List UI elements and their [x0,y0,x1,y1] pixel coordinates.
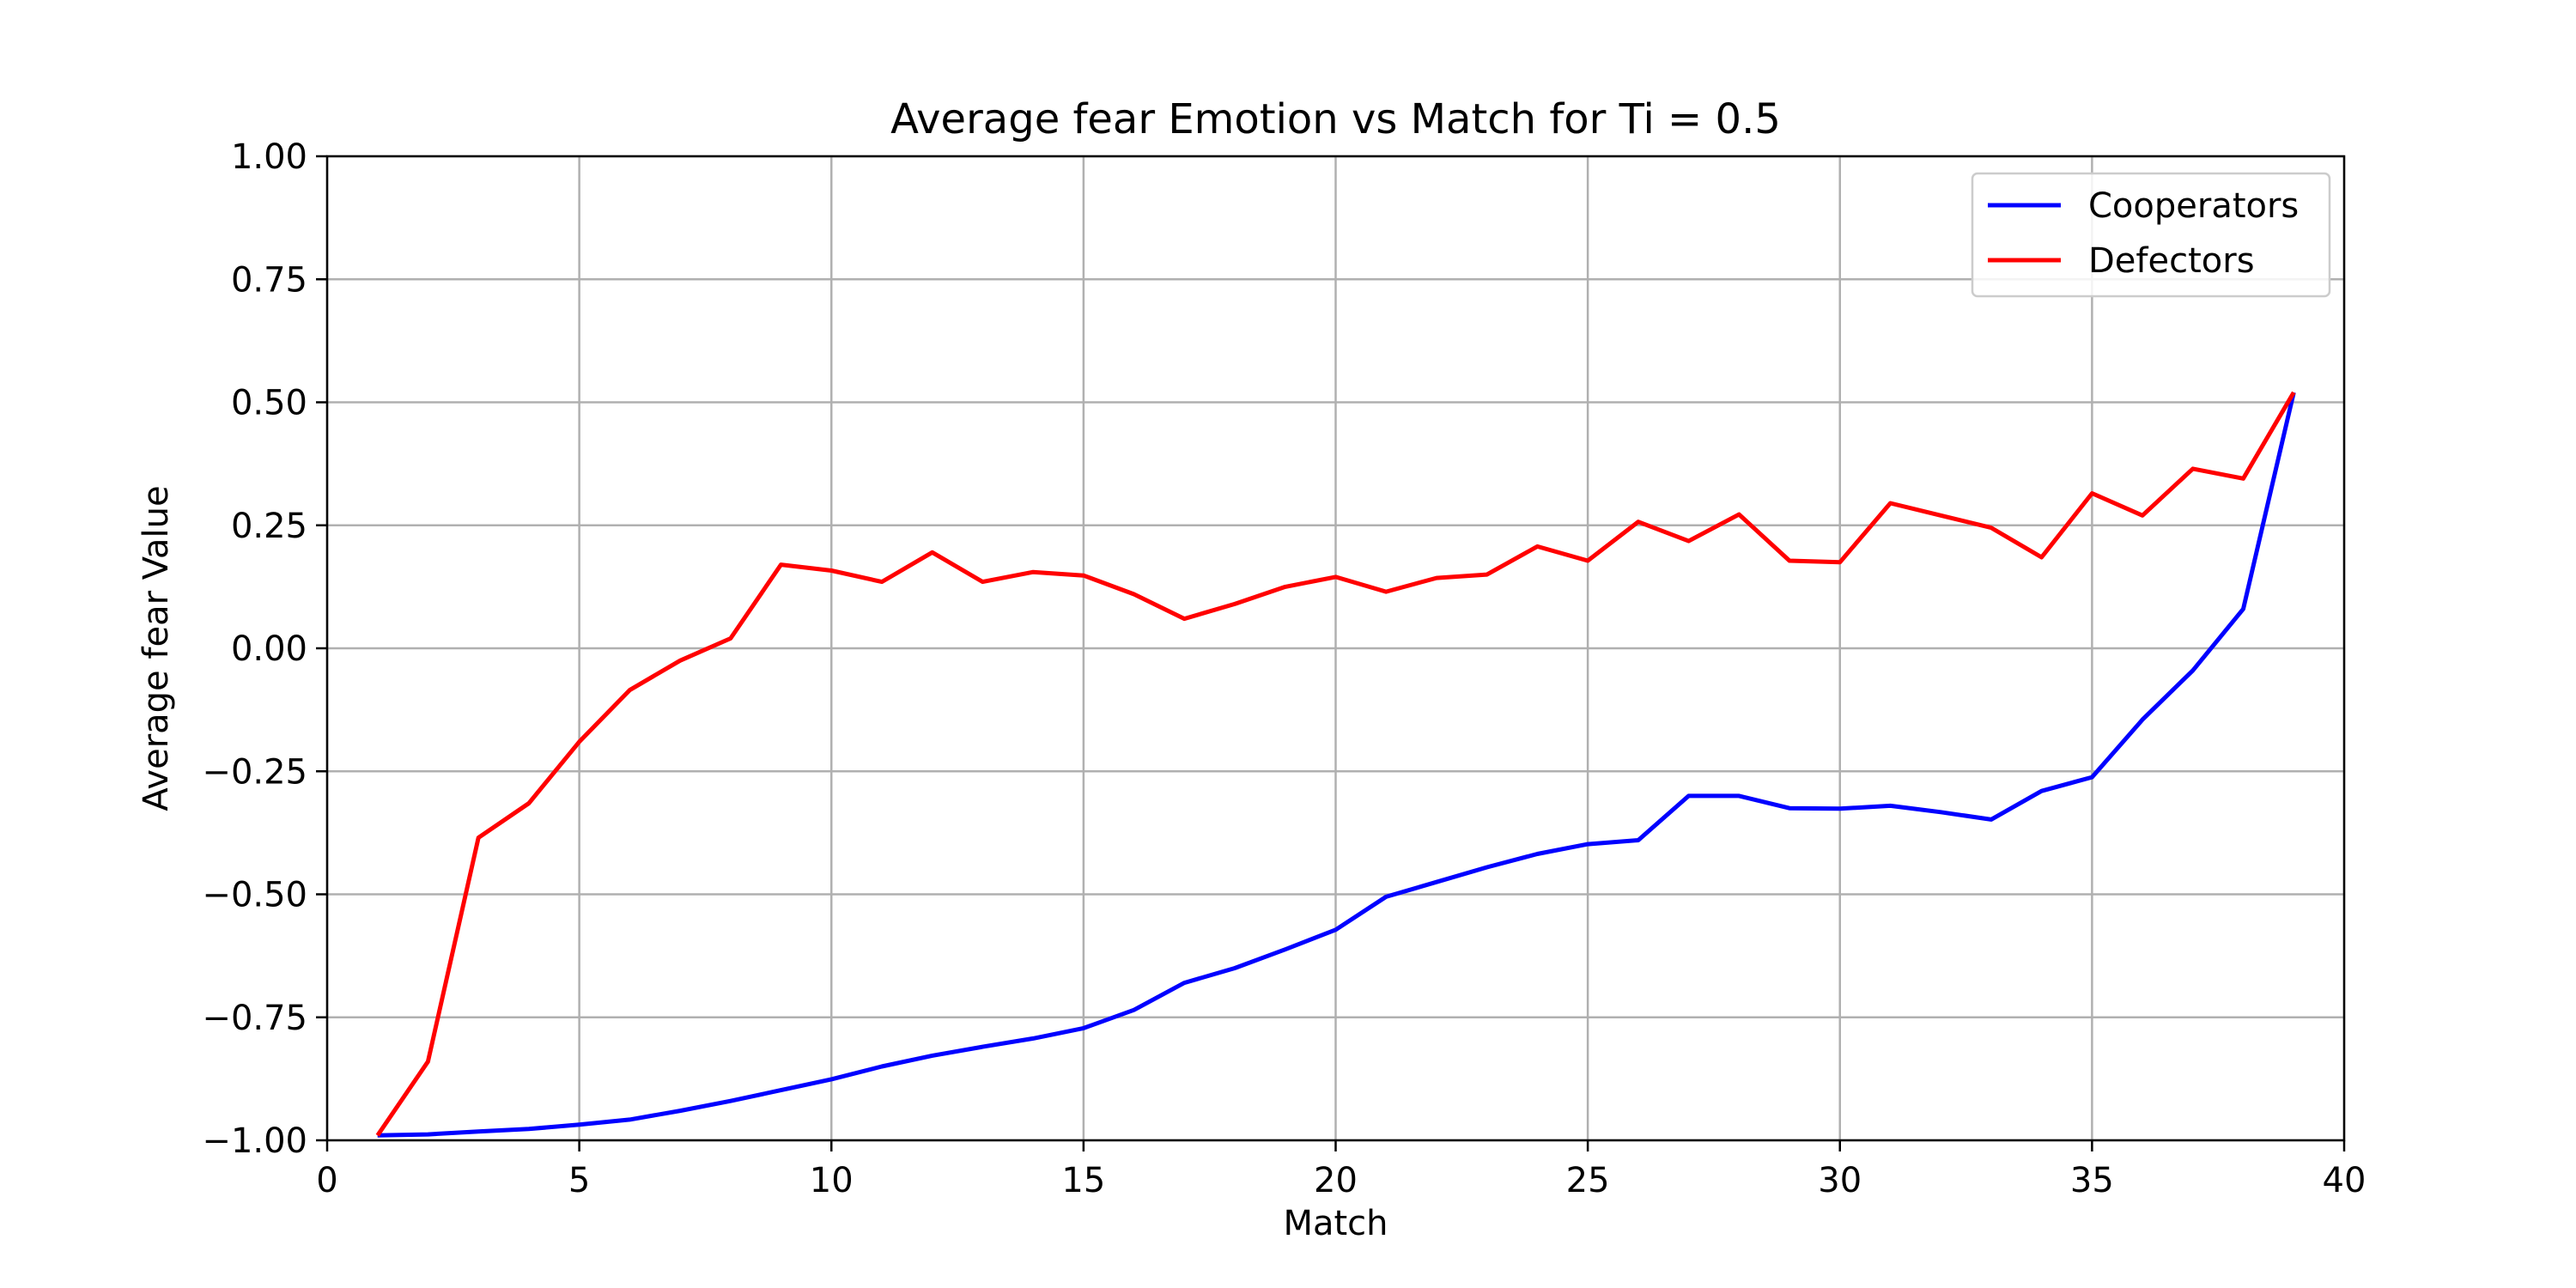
series-lines [375,391,2296,1138]
y-tick-label: 0.25 [231,507,307,546]
legend-box [1971,172,2331,298]
legend: Cooperators Defectors [1971,172,2331,298]
y-tick-label: 0.00 [231,629,307,669]
y-tick-label: −0.50 [202,876,307,915]
y-axis-title: Average fear Value [137,485,176,811]
y-tick-label: 0.75 [231,260,307,300]
x-tick-label: 35 [2070,1161,2114,1200]
y-tick-label: −0.75 [202,999,307,1038]
legend-label-defectors: Defectors [2088,241,2255,281]
x-tick-label: 25 [1566,1161,1610,1200]
x-tick-label: 5 [568,1161,590,1200]
x-tick-label: 20 [1314,1161,1358,1200]
y-tick-label: 0.50 [231,384,307,423]
x-tick-label: 0 [316,1161,337,1200]
x-tick-label: 30 [1818,1161,1862,1200]
axis-ticks: 0 5 10 15 20 25 30 35 40 −1.00 −0.75 −0.50 −0.25 0.00… [202,137,2366,1200]
legend-label-cooperators: Cooperators [2088,186,2299,226]
y-tick-label: −1.00 [202,1121,307,1161]
x-tick-label: 10 [810,1161,854,1200]
x-tick-label: 40 [2323,1161,2366,1200]
y-tick-label: −0.25 [202,752,307,792]
x-axis-title: Match [1283,1204,1388,1243]
grid [325,155,2346,1142]
x-tick-label: 15 [1061,1161,1105,1200]
chart-title: Average fear Emotion vs Match for Ti = 0… [890,95,1781,143]
y-tick-label: 1.00 [231,137,307,177]
